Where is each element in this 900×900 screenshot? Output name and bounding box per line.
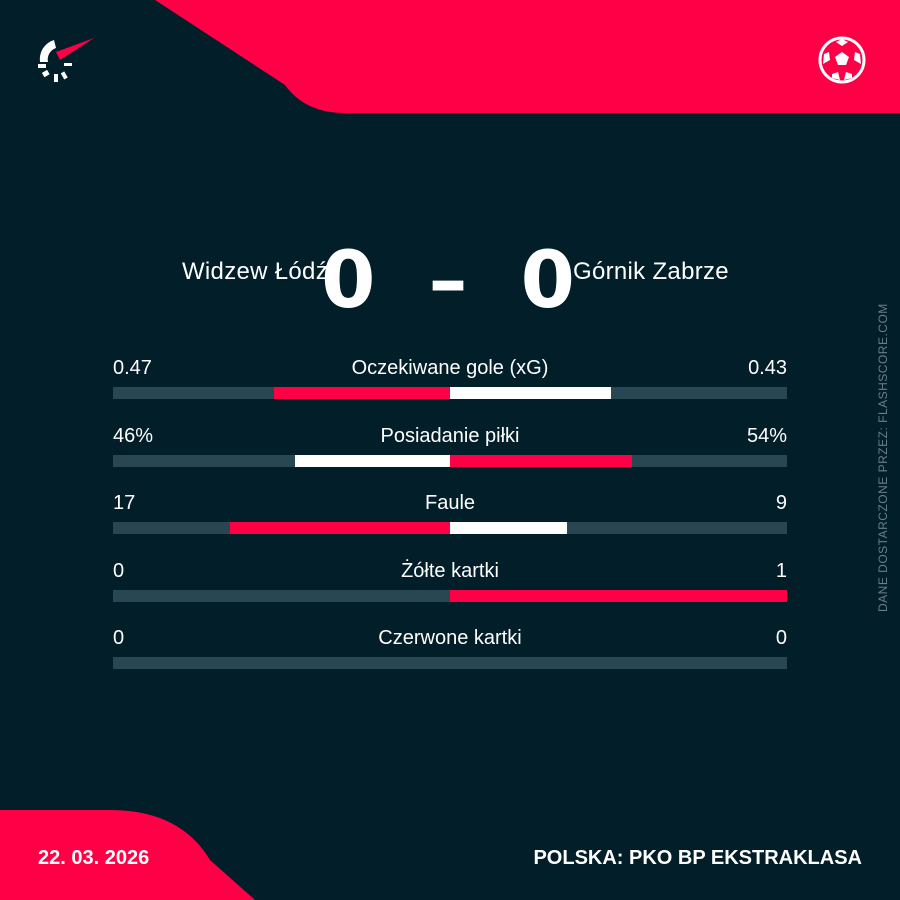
- away-team: Górnik Zabrze: [573, 258, 729, 285]
- stat-label: Oczekiwane gole (xG): [351, 357, 549, 379]
- league-name: POLSKA: PKO BP EKSTRAKLASA: [533, 847, 862, 869]
- away-stat-bar: [450, 522, 567, 534]
- score-separator: –: [428, 236, 472, 326]
- home-stat-bar: [229, 522, 450, 534]
- home-stat-bar: [274, 387, 450, 399]
- football-icon: [818, 36, 866, 84]
- home-team: Widzew Łódź: [181, 258, 328, 285]
- stat-bar-track: [113, 657, 787, 669]
- away-stat-bar: [450, 589, 787, 602]
- home-stat-value: 0: [113, 559, 125, 582]
- away-score: 0: [520, 236, 579, 326]
- stat-bar-track: [113, 589, 787, 602]
- stat-label: Czerwone kartki: [378, 627, 522, 649]
- away-stat-bar: [450, 387, 611, 399]
- top-red-banner: [155, 0, 900, 113]
- home-stat-value: 17: [113, 492, 136, 514]
- away-stat-value: 54%: [746, 424, 787, 447]
- bottom-red-banner: [0, 810, 255, 900]
- match-date: 22. 03. 2026: [38, 847, 150, 869]
- stat-bar-track: [113, 522, 787, 534]
- stat-row: 0.47 Oczekiwane gole (xG) 0.43: [113, 357, 787, 417]
- home-stat-value: 0: [113, 627, 125, 649]
- stat-label: Faule: [424, 492, 476, 514]
- stat-label: Żółte kartki: [401, 559, 499, 582]
- stat-row: 0 Czerwone kartki 0: [113, 627, 787, 687]
- stat-row: 46% Posiadanie piłki 54%: [113, 425, 787, 485]
- stat-label: Posiadanie piłki: [380, 424, 520, 447]
- stat-row: 0 Żółte kartki 1: [113, 560, 787, 620]
- score: 0 – 0: [0, 236, 900, 326]
- source-credit: DANE DOSTARCZONE PRZEZ: FLASHSCORE.COM: [876, 303, 890, 612]
- stat-bar-track: [113, 387, 787, 399]
- home-score: 0: [321, 236, 380, 326]
- home-stat-value: 0.47: [113, 357, 152, 379]
- away-stat-bar: [450, 454, 632, 467]
- away-stat-value: 9: [775, 492, 787, 514]
- stat-row: 17 Faule 9: [113, 492, 787, 552]
- away-stat-value: 0.43: [748, 357, 787, 379]
- home-stat-bar: [294, 454, 450, 467]
- away-stat-value: 1: [775, 559, 787, 582]
- stat-bar-track: [113, 454, 787, 467]
- flashscore-logo: [38, 38, 94, 82]
- away-stat-value: 0: [775, 627, 787, 649]
- home-stat-value: 46%: [113, 424, 154, 447]
